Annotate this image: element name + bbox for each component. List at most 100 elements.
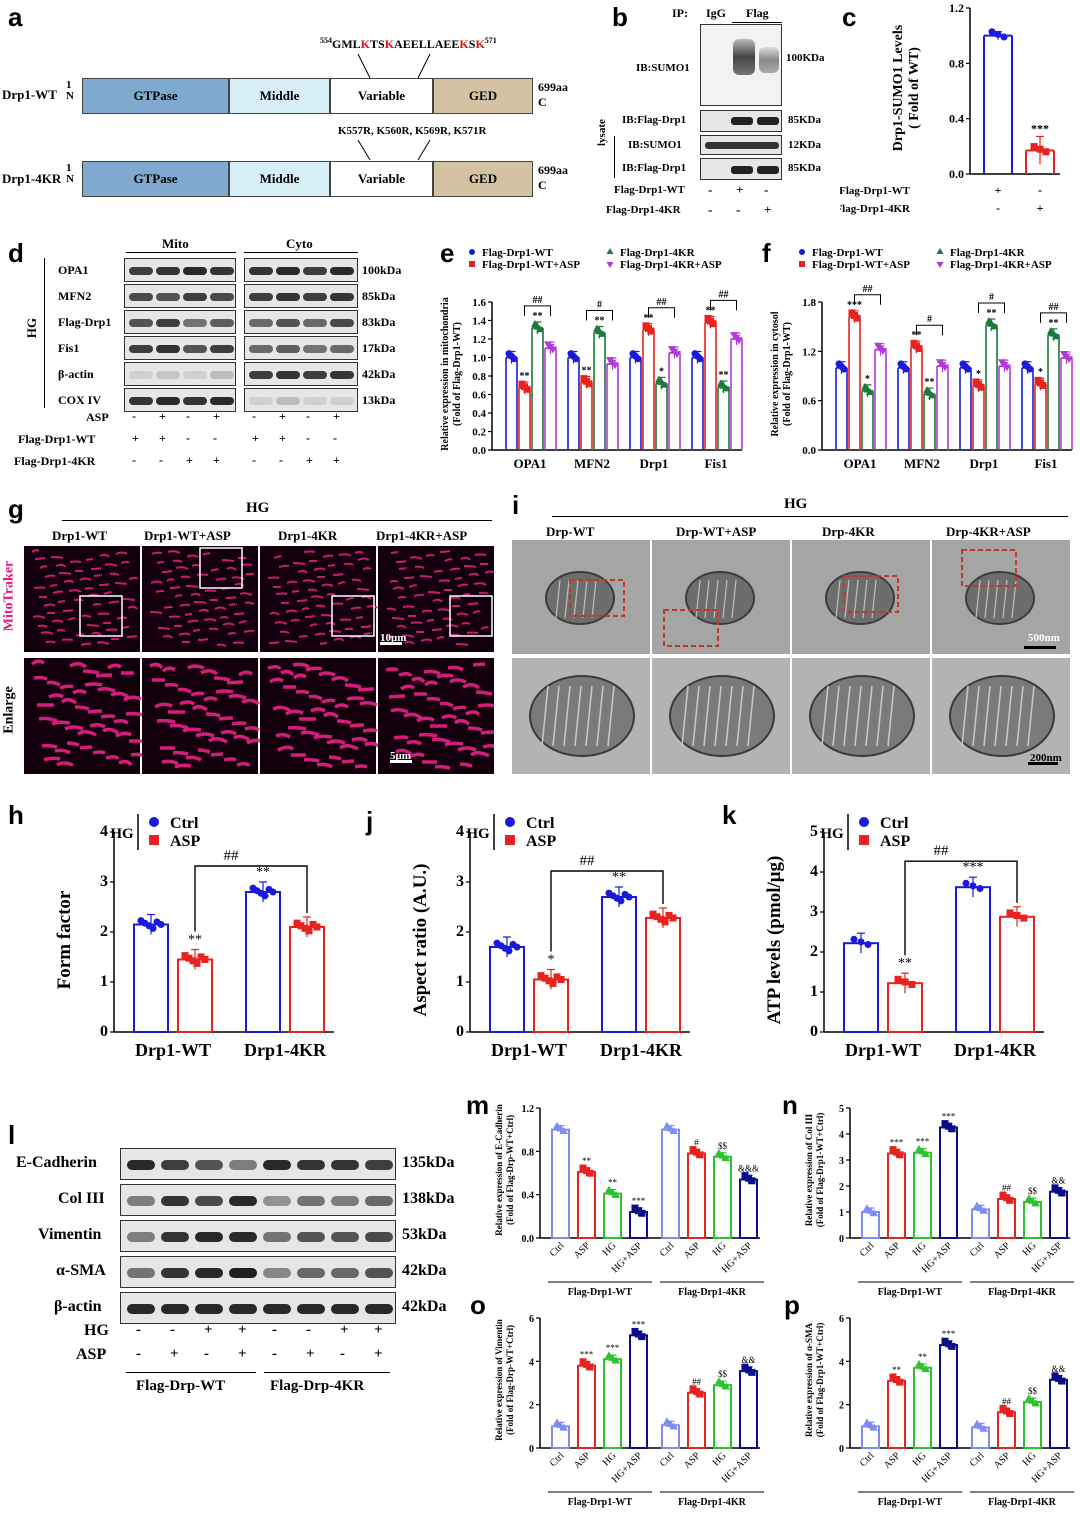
mark: + — [374, 1346, 383, 1362]
mitochondria — [182, 727, 202, 733]
mitochondria — [301, 607, 310, 611]
y-tick-label: 4 — [529, 1357, 534, 1368]
significance: ** — [644, 313, 654, 324]
l-blot-strip — [120, 1220, 396, 1252]
bar — [887, 1379, 906, 1449]
mitochondria — [202, 552, 211, 556]
y-tick-label: 0.4 — [522, 1191, 535, 1202]
mitochondria — [328, 755, 342, 761]
blot-label-2: Flag-Drp1 — [58, 315, 112, 329]
mitochondria — [161, 666, 176, 673]
mitochondria — [105, 754, 120, 760]
mitochondria — [236, 761, 251, 767]
data-point — [866, 388, 874, 396]
y-axis-title-line: Drp1-SUMO1 Levels — [891, 24, 906, 151]
mitochondria — [157, 627, 171, 630]
mitochondria — [462, 683, 481, 690]
data-point — [647, 327, 655, 335]
significance: ** — [918, 1352, 928, 1362]
mitochondria — [296, 599, 308, 602]
blot-band — [183, 345, 207, 353]
crista — [585, 685, 593, 747]
mitochondria — [219, 616, 229, 619]
zoom-box — [199, 547, 243, 589]
mitochondria — [205, 712, 221, 718]
x-tick-label: Ctrl — [968, 1240, 987, 1259]
hg-label-g: HG — [246, 500, 270, 516]
mitochondria — [357, 557, 370, 561]
mitochondria — [310, 595, 324, 599]
mitochondria — [103, 591, 113, 595]
mitochondria — [161, 570, 173, 573]
y-tick-label: 2 — [456, 923, 464, 940]
mitochondria — [156, 561, 165, 564]
bracket — [550, 870, 664, 952]
mark: - — [132, 453, 136, 467]
data-point — [980, 1206, 988, 1214]
mitochondria — [238, 620, 248, 624]
crista — [703, 685, 711, 747]
significance: ** — [533, 311, 543, 322]
mitochondria — [292, 562, 306, 565]
mitochondria — [214, 606, 227, 610]
mark: + — [995, 183, 1002, 197]
mitochondria — [414, 565, 425, 569]
mitochondria — [41, 743, 58, 749]
blot-strip — [124, 310, 236, 334]
row-label: Flag-Drp1-4KR — [840, 203, 911, 215]
mitochondria — [355, 616, 364, 619]
scale-500nm: 500nm — [1028, 632, 1060, 644]
blot-band — [263, 1232, 291, 1242]
data-point — [1065, 356, 1073, 364]
mitochondria — [61, 638, 74, 641]
mitochondria — [63, 579, 74, 584]
y-tick-label: 0.0 — [472, 445, 486, 457]
mitochondria — [200, 669, 219, 676]
mitochondria — [286, 580, 298, 584]
mitochondria — [39, 565, 48, 569]
mitochondria — [179, 603, 191, 607]
bar — [687, 1152, 706, 1239]
mitochondria — [190, 592, 201, 597]
significance: ## — [1002, 1183, 1012, 1193]
data-point — [185, 954, 193, 962]
data-point — [948, 1342, 956, 1350]
x-tick-label: ASP — [682, 1450, 703, 1471]
drp1-wt-label: Drp1-WT — [2, 87, 57, 102]
data-point — [902, 365, 910, 373]
mitochondria — [456, 612, 469, 616]
significance: ** — [706, 305, 716, 316]
blot-band — [210, 371, 234, 379]
significance: ** — [719, 370, 729, 381]
x-tick-label: Drp1-WT — [845, 1040, 921, 1060]
legend-label: Ctrl — [526, 815, 555, 832]
significance: ** — [256, 865, 270, 880]
panel-label-f: f — [762, 238, 771, 268]
mitochondria — [226, 566, 237, 571]
mitochondria — [477, 703, 494, 708]
mitochondria — [87, 709, 103, 714]
mitochondria — [297, 569, 308, 574]
mitochondria — [66, 741, 80, 747]
enlarge-image — [142, 658, 258, 774]
mitochondria — [298, 635, 308, 638]
y-tick-label: 2 — [839, 1401, 844, 1412]
mitochondria — [337, 581, 346, 585]
blot-band — [297, 1160, 325, 1170]
y-tick-label: 0.2 — [472, 427, 486, 439]
mitochondria — [60, 698, 78, 705]
mitochondria — [350, 606, 362, 610]
mitochondria — [433, 570, 443, 573]
mitochondria — [438, 579, 451, 582]
zoom-box — [961, 549, 1017, 587]
y-axis-title-line: Relative expression in cytosol — [770, 311, 781, 436]
mitochondria — [467, 602, 479, 605]
domain-ged-4kr: GED — [433, 161, 533, 197]
data-point — [976, 885, 984, 892]
mitochondria — [68, 589, 82, 593]
x-tick-label: HG — [911, 1240, 929, 1258]
blot-band — [195, 1160, 223, 1170]
significance: ** — [188, 933, 202, 948]
bar — [1049, 1190, 1068, 1239]
crista — [574, 685, 582, 747]
